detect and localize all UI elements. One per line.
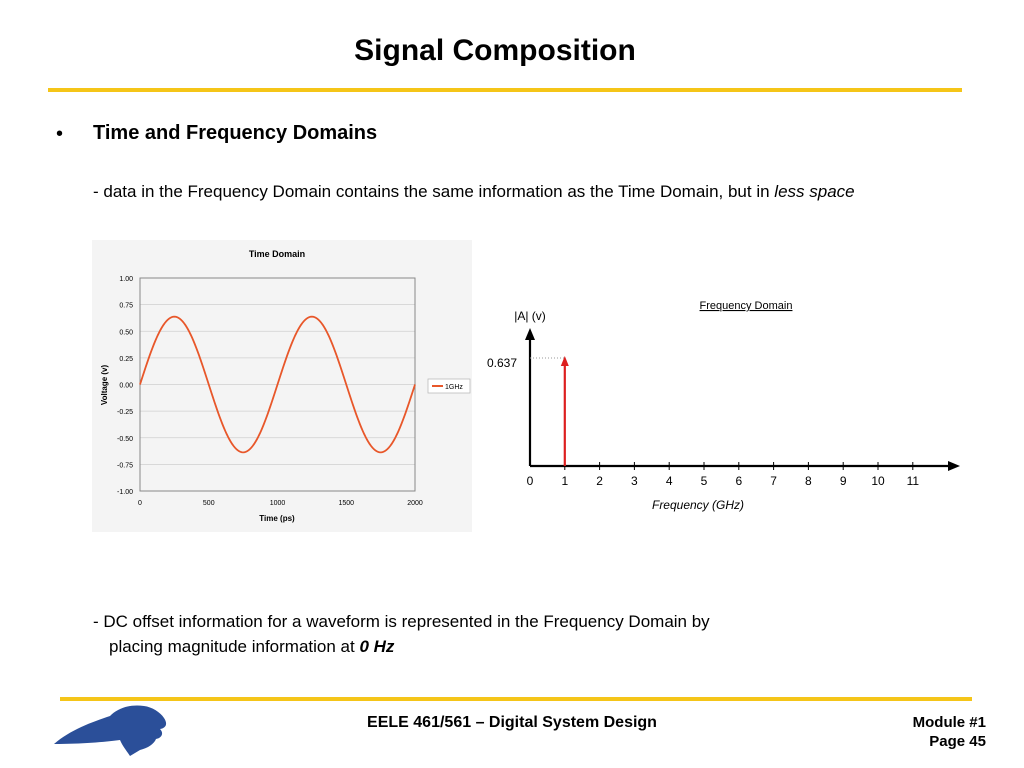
footer-page-number: Page 45	[929, 733, 986, 750]
logo-shape	[54, 705, 167, 756]
dc-offset-line-2: placing magnitude information at 0 Hz	[109, 637, 394, 657]
freq-chart-x-tick-label: 11	[907, 474, 920, 488]
freq-chart-y-arrow	[525, 328, 535, 340]
time-chart-x-tick-label: 0	[138, 500, 142, 507]
time-chart-y-tick-label: 1.00	[119, 276, 133, 283]
freq-chart-value-label: 0.637	[487, 356, 517, 370]
time-chart-xlabel: Time (ps)	[259, 514, 295, 523]
freq-chart-x-tick-label: 5	[701, 474, 708, 488]
freq-chart-x-tick-label: 10	[871, 474, 885, 488]
freq-chart-x-tick-label: 1	[561, 474, 568, 488]
freq-chart-x-tick-label: 7	[770, 474, 777, 488]
dc-offset-emphasis: 0 Hz	[359, 637, 395, 656]
time-chart-y-tick-label: -1.00	[117, 489, 133, 496]
time-chart-ylabel: Voltage (v)	[100, 365, 109, 406]
time-chart-title: Time Domain	[249, 249, 305, 259]
freq-chart-x-arrow	[948, 461, 960, 471]
freq-chart-ylabel: |A| (v)	[514, 309, 546, 323]
time-chart-background	[92, 240, 472, 532]
top-divider	[48, 88, 962, 92]
time-chart-x-tick-label: 1500	[338, 500, 354, 507]
freq-chart-x-tick-label: 8	[805, 474, 812, 488]
frequency-domain-chart: Frequency Domain |A| (v) 0 1 2 3 4 5 6 7 8 9 10 11 …	[487, 300, 960, 512]
footer-module-number: Module #1	[912, 714, 986, 731]
time-chart-y-tick-label: -0.50	[117, 436, 133, 443]
section-heading: Time and Frequency Domains	[93, 122, 378, 144]
freq-chart-x-tick-label: 4	[666, 474, 673, 488]
time-chart-y-tick-label: -0.25	[117, 409, 133, 416]
time-chart-legend-label: 1GHz	[445, 384, 463, 391]
freq-chart-title: Frequency Domain	[700, 300, 793, 312]
freq-chart-impulse-arrow	[560, 356, 569, 366]
description-emphasis: less space	[774, 182, 855, 201]
description-text: - data in the Frequency Domain contains …	[93, 182, 775, 201]
bullet-marker: •	[56, 123, 64, 145]
footer-course-title: EELE 461/561 – Digital System Design	[367, 714, 657, 731]
time-chart-y-tick-label: 0.75	[119, 303, 133, 310]
description-line: - data in the Frequency Domain contains …	[93, 182, 855, 202]
bottom-divider	[60, 697, 972, 701]
time-chart-y-tick-label: -0.75	[117, 462, 133, 469]
time-chart-x-tick-label: 1000	[270, 500, 286, 507]
freq-chart-x-tick-label: 3	[631, 474, 638, 488]
time-chart-y-tick-label: 0.50	[119, 329, 133, 336]
freq-chart-x-tick-label: 0	[527, 474, 534, 488]
time-chart-x-tick-label: 2000	[407, 500, 423, 507]
time-chart-y-tick-label: 0.00	[119, 383, 133, 390]
dc-offset-line: - DC offset information for a waveform i…	[93, 612, 710, 631]
time-chart-series-line	[139, 315, 416, 454]
time-chart-legend	[427, 378, 471, 394]
time-domain-chart: 1.00 0.75 0.50 0.25 0.00 -0.25 -0.50 -0.75 -1.00…	[92, 240, 472, 532]
slide-title: Signal Composition	[354, 34, 636, 67]
time-chart-x-tick-label: 500	[203, 500, 215, 507]
footer-module-info: Module #1 Page 45	[880, 713, 986, 751]
freq-chart-x-tick-label: 2	[596, 474, 603, 488]
freq-chart-x-tick-label: 6	[735, 474, 742, 488]
bobcat-logo-icon	[54, 705, 167, 756]
time-chart-y-tick-label: 0.25	[119, 356, 133, 363]
dc-offset-text: placing magnitude information at	[109, 637, 360, 656]
freq-chart-xlabel: Frequency (GHz)	[652, 498, 744, 512]
freq-chart-x-tick-label: 9	[840, 474, 847, 488]
